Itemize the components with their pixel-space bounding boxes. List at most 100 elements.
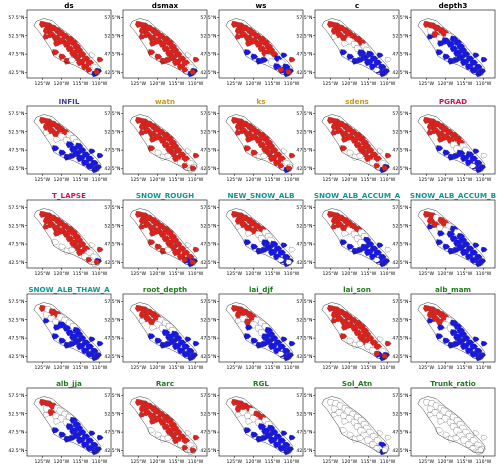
xtick-label: 115°W — [169, 177, 185, 183]
basin-outline — [33, 396, 102, 454]
basin-cell — [149, 418, 157, 425]
ytick-label: 42.5°N — [296, 166, 312, 172]
basin-cells — [39, 398, 104, 456]
xtick-label: 125°W — [34, 81, 50, 87]
basin-cell — [288, 56, 296, 63]
ytick-label: 42.5°N — [104, 70, 120, 76]
ytick-label: 57.5°N — [8, 205, 24, 211]
basin-cell — [58, 149, 67, 156]
basin-cell — [384, 340, 392, 347]
panel-title: Sol_Atn — [342, 379, 372, 388]
basin-cells — [327, 398, 392, 456]
ytick-label: 52.5°N — [8, 129, 24, 135]
xtick-label: 110°W — [92, 177, 108, 183]
xtick-label: 125°W — [226, 459, 242, 465]
ytick-label: 47.5°N — [104, 148, 120, 154]
basin-cell — [181, 445, 189, 451]
xtick-label: 120°W — [342, 459, 358, 465]
xtick-label: 125°W — [418, 271, 434, 277]
basin-cell — [288, 340, 296, 347]
xtick-label: 115°W — [265, 459, 281, 465]
basin-cell — [330, 412, 338, 418]
ytick-label: 47.5°N — [200, 52, 216, 58]
basin-cell — [234, 318, 242, 324]
basin-cell — [154, 243, 163, 250]
basin-cell — [42, 412, 50, 418]
basin-cells — [423, 20, 488, 78]
panel-title: SNOW_ROUGH — [136, 191, 194, 200]
basin-cell — [51, 239, 60, 246]
ytick-label: 52.5°N — [392, 223, 408, 229]
panel-title: ds — [64, 1, 73, 10]
map-panel: lai_son 57.5°N 52.5°N 47.5°N 42.5°N 125°W 120°… — [296, 285, 400, 371]
basin-cell — [288, 434, 296, 441]
ytick-label: 57.5°N — [104, 111, 120, 117]
basin-cell — [189, 69, 197, 75]
basin-cell — [469, 163, 477, 169]
xtick-label: 110°W — [188, 459, 204, 465]
ytick-label: 47.5°N — [8, 336, 24, 342]
basin-cell — [260, 340, 268, 348]
basin-cell — [426, 412, 434, 418]
basin-cell — [181, 351, 189, 357]
map-panel: depth3 57.5°N 52.5°N 47.5°N 42.5°N 125°W 120°W… — [392, 1, 496, 87]
ytick-label: 47.5°N — [8, 430, 24, 436]
ytick-label: 42.5°N — [104, 166, 120, 172]
ytick-label: 42.5°N — [8, 166, 24, 172]
ytick-label: 57.5°N — [104, 393, 120, 399]
basin-cell — [147, 427, 156, 434]
ytick-label: 52.5°N — [104, 223, 120, 229]
ytick-label: 52.5°N — [200, 223, 216, 229]
basin-cell — [426, 34, 434, 40]
xtick-label: 110°W — [476, 81, 492, 87]
basin-cell — [245, 136, 253, 143]
xtick-label: 120°W — [150, 177, 166, 183]
basin-outline — [225, 208, 294, 266]
ytick-label: 47.5°N — [8, 148, 24, 154]
xtick-label: 110°W — [92, 365, 108, 371]
ytick-label: 57.5°N — [8, 393, 24, 399]
xtick-label: 115°W — [169, 81, 185, 87]
basin-cell — [477, 69, 485, 75]
panel-title: INFIL — [59, 97, 80, 106]
basin-cell — [452, 434, 460, 442]
basin-cell — [341, 230, 349, 237]
ytick-label: 52.5°N — [8, 223, 24, 229]
xtick-label: 125°W — [226, 81, 242, 87]
basin-cell — [149, 136, 157, 143]
ytick-label: 57.5°N — [200, 15, 216, 21]
panel-title: dsmax — [152, 1, 179, 10]
basin-cell — [341, 418, 349, 425]
ytick-label: 47.5°N — [200, 336, 216, 342]
basin-cell — [356, 152, 364, 160]
xtick-label: 120°W — [342, 365, 358, 371]
basin-cells — [423, 398, 488, 456]
ytick-label: 52.5°N — [200, 129, 216, 135]
basin-outline — [33, 18, 102, 76]
xtick-label: 110°W — [188, 177, 204, 183]
xtick-label: 115°W — [73, 81, 89, 87]
basin-outline — [129, 302, 198, 360]
xtick-label: 125°W — [226, 365, 242, 371]
ytick-label: 47.5°N — [296, 52, 312, 58]
ytick-label: 47.5°N — [296, 242, 312, 248]
basin-cell — [435, 239, 444, 246]
basin-cell — [250, 431, 259, 438]
basin-cell — [96, 246, 104, 253]
basin-cell — [154, 53, 163, 60]
basin-cell — [381, 69, 389, 75]
xtick-label: 110°W — [284, 177, 300, 183]
xtick-label: 125°W — [226, 177, 242, 183]
ytick-label: 52.5°N — [104, 317, 120, 323]
xtick-label: 115°W — [73, 365, 89, 371]
basin-cell — [373, 445, 381, 451]
ytick-label: 57.5°N — [200, 393, 216, 399]
xtick-label: 115°W — [169, 365, 185, 371]
basin-cell — [285, 447, 293, 453]
map-panel: ws 57.5°N 52.5°N 47.5°N 42.5°N 125°W 120°W 115°… — [200, 1, 304, 87]
basin-cell — [234, 34, 242, 40]
basin-outline — [417, 302, 486, 360]
basin-cells — [39, 304, 104, 362]
